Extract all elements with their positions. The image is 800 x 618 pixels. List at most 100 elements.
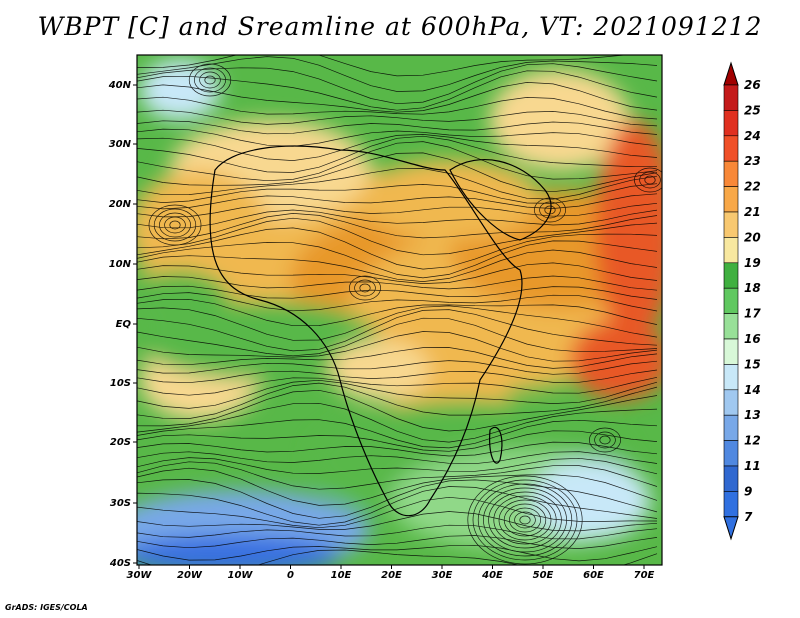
streamline-19 xyxy=(137,217,658,256)
streamline-1 xyxy=(137,56,658,92)
field-region-20 xyxy=(330,340,430,400)
lon-tick-label-70E: 70E xyxy=(634,570,655,581)
colorbar-label-20: 20 xyxy=(744,230,761,244)
colorbar-bottom-arrow xyxy=(723,516,739,541)
colorbar-label-15: 15 xyxy=(744,357,761,371)
longitude-ticks: 30W 20W 10W 0 10E 20E 30E 40E 50E 60E 70E xyxy=(127,565,655,581)
vortex-1-ring xyxy=(194,67,226,93)
lon-tick-label-60E: 60E xyxy=(583,570,604,581)
vortex-3-ring xyxy=(539,201,561,219)
streamline-14 xyxy=(137,183,658,204)
lon-tick-label-50E: 50E xyxy=(533,570,554,581)
lon-tick-label-10E: 10E xyxy=(331,570,352,581)
streamline-31 xyxy=(137,331,658,362)
lat-tick-label-40N: 40N xyxy=(108,80,132,91)
lat-tick-label-20N: 20N xyxy=(109,199,132,210)
streamline-39 xyxy=(137,402,658,443)
vortex-2-ring xyxy=(354,279,376,297)
streamline-42 xyxy=(137,441,658,457)
streamline-8 xyxy=(137,128,658,147)
streamline-32 xyxy=(137,347,658,369)
streamline-48 xyxy=(137,486,658,526)
streamline-49 xyxy=(137,496,658,529)
colorbar-label-23: 23 xyxy=(744,154,761,168)
streamline-24 xyxy=(137,275,658,291)
streamline-37 xyxy=(137,382,658,419)
vortex-5-ring xyxy=(519,515,531,525)
lon-tick-label-20W: 20W xyxy=(177,570,203,581)
colorbar-swatch-12 xyxy=(723,389,739,416)
vortex-2-ring xyxy=(359,283,371,293)
colorbar-swatch-3 xyxy=(723,160,739,187)
colorbar-label-22: 22 xyxy=(744,180,761,194)
vortex-5-ring xyxy=(472,479,578,561)
streamline-27 xyxy=(137,298,658,327)
colorbar-swatch-10 xyxy=(723,338,739,365)
streamline-45 xyxy=(137,461,658,490)
colorbar-swatch-13 xyxy=(723,414,739,441)
vortex-5-ring xyxy=(498,499,552,541)
colorbar-swatch-14 xyxy=(723,440,739,467)
vortex-5-ring xyxy=(514,511,536,529)
coastlines xyxy=(209,145,552,517)
streamline-52 xyxy=(137,535,658,549)
streamline-3 xyxy=(137,70,658,111)
streamline-5 xyxy=(137,96,658,120)
streamline-10 xyxy=(137,135,658,173)
streamline-43 xyxy=(137,451,658,465)
colorbar-swatch-5 xyxy=(723,211,739,238)
streamline-26 xyxy=(137,292,658,312)
streamline-12 xyxy=(137,152,658,193)
vortex-6-ring xyxy=(589,427,621,453)
field-region-17 xyxy=(137,535,340,565)
streamline-17 xyxy=(137,209,658,229)
vortex-0-ring xyxy=(164,216,186,234)
vortex-5-ring xyxy=(488,491,562,549)
streamline-9 xyxy=(137,134,658,161)
streamlines xyxy=(137,55,662,565)
lat-tick-label-10S: 10S xyxy=(110,378,131,389)
vortex-4-ring xyxy=(639,171,661,189)
colorbar-swatch-8 xyxy=(723,287,739,314)
lat-tick-label-30S: 30S xyxy=(110,498,131,509)
colorbar-label-13: 13 xyxy=(744,408,761,422)
streamline-46 xyxy=(137,467,658,506)
streamline-29 xyxy=(137,309,658,352)
streamline-4 xyxy=(137,82,658,113)
streamline-21 xyxy=(137,240,658,279)
colorbar: 26 25 24 23 22 21 20 19 18 17 16 15 14 13 12 11 9 7 xyxy=(723,61,761,541)
colorbar-label-25: 25 xyxy=(744,103,761,117)
colorbar-label-12: 12 xyxy=(744,434,761,448)
vortex-5-ring xyxy=(509,507,541,533)
vortex-3-ring xyxy=(534,197,566,223)
streamline-11 xyxy=(137,141,658,182)
streamline-15 xyxy=(137,193,658,210)
lon-tick-label-30E: 30E xyxy=(432,570,453,581)
vortex-1-ring xyxy=(204,75,216,85)
streamline-33 xyxy=(137,360,658,375)
colorbar-swatch-11 xyxy=(723,364,739,391)
lon-tick-label-30W: 30W xyxy=(127,570,153,581)
vortex-0-ring xyxy=(169,220,181,230)
streamline-13 xyxy=(137,168,658,200)
colorbar-label-21: 21 xyxy=(744,205,761,219)
vortex-0-ring xyxy=(148,204,202,246)
streamline-35 xyxy=(137,376,658,396)
streamline-47 xyxy=(137,479,658,519)
lon-tick-label-10W: 10W xyxy=(228,570,254,581)
streamline-36 xyxy=(137,379,658,409)
streamline-28 xyxy=(137,305,658,341)
vortex-1-ring xyxy=(199,71,221,89)
streamline-6 xyxy=(137,109,658,127)
vortex-6-ring xyxy=(594,431,616,449)
field-region-18 xyxy=(140,60,220,120)
vortex-2-ring xyxy=(349,275,381,301)
lon-tick-label-0: 0 xyxy=(287,570,294,581)
colorbar-swatch-9 xyxy=(723,313,739,340)
colorbar-label-11: 11 xyxy=(744,459,761,473)
lat-tick-label-10N: 10N xyxy=(109,259,132,270)
colorbar-swatch-16 xyxy=(723,491,739,518)
streamline-44 xyxy=(137,457,658,475)
map-frame xyxy=(136,54,663,566)
colorbar-label-26: 26 xyxy=(744,78,761,92)
